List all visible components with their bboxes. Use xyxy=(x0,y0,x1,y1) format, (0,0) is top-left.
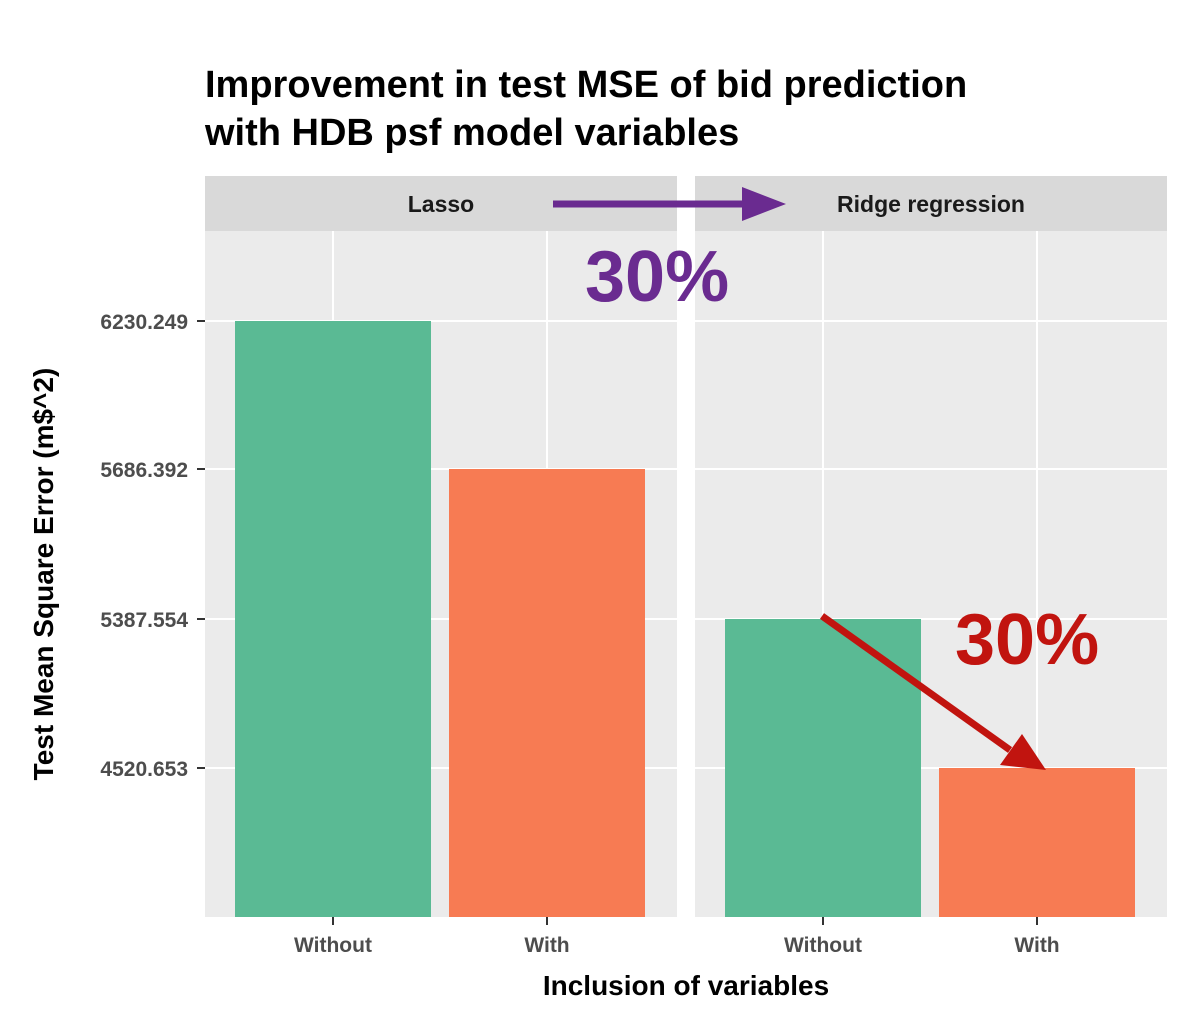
y-axis-title: Test Mean Square Error (m$^2) xyxy=(28,368,59,781)
bar-lasso-without xyxy=(235,321,431,917)
annotation-arrow-within-ridge xyxy=(819,613,1013,753)
bar-ridge-without xyxy=(725,619,921,917)
chart-title-line-2: with HDB psf model variables xyxy=(204,112,739,154)
bar-ridge-with xyxy=(939,768,1135,917)
x-tick-label: Without xyxy=(294,934,372,957)
panel-bars-lasso xyxy=(235,321,645,917)
y-axis: 6230.249 5686.392 5387.554 4520.653 xyxy=(100,311,205,781)
x-tick-label: Without xyxy=(784,934,862,957)
panel-strip-label-ridge: Ridge regression xyxy=(837,191,1025,217)
x-axis-title: Inclusion of variables xyxy=(543,970,829,1001)
y-tick-label: 4520.653 xyxy=(100,758,188,781)
x-tick-label: With xyxy=(524,934,569,957)
x-axis: Without With Without With xyxy=(294,917,1060,957)
annotation-label-within-ridge: 30% xyxy=(955,600,1099,680)
y-tick-label: 5387.554 xyxy=(100,609,188,632)
annotation-arrowhead-within-ridge xyxy=(1000,734,1046,770)
chart-title-line-1: Improvement in test MSE of bid predictio… xyxy=(205,64,967,106)
bar-lasso-with xyxy=(449,469,645,917)
annotation-arrowhead-between-panels xyxy=(742,187,786,221)
panel-bars-ridge xyxy=(725,619,1135,917)
panel-strip-label-lasso: Lasso xyxy=(408,191,474,217)
annotation-label-between-panels: 30% xyxy=(585,237,729,317)
y-tick-label: 6230.249 xyxy=(100,311,188,334)
y-tick-label: 5686.392 xyxy=(100,459,188,482)
x-tick-label: With xyxy=(1014,934,1059,957)
